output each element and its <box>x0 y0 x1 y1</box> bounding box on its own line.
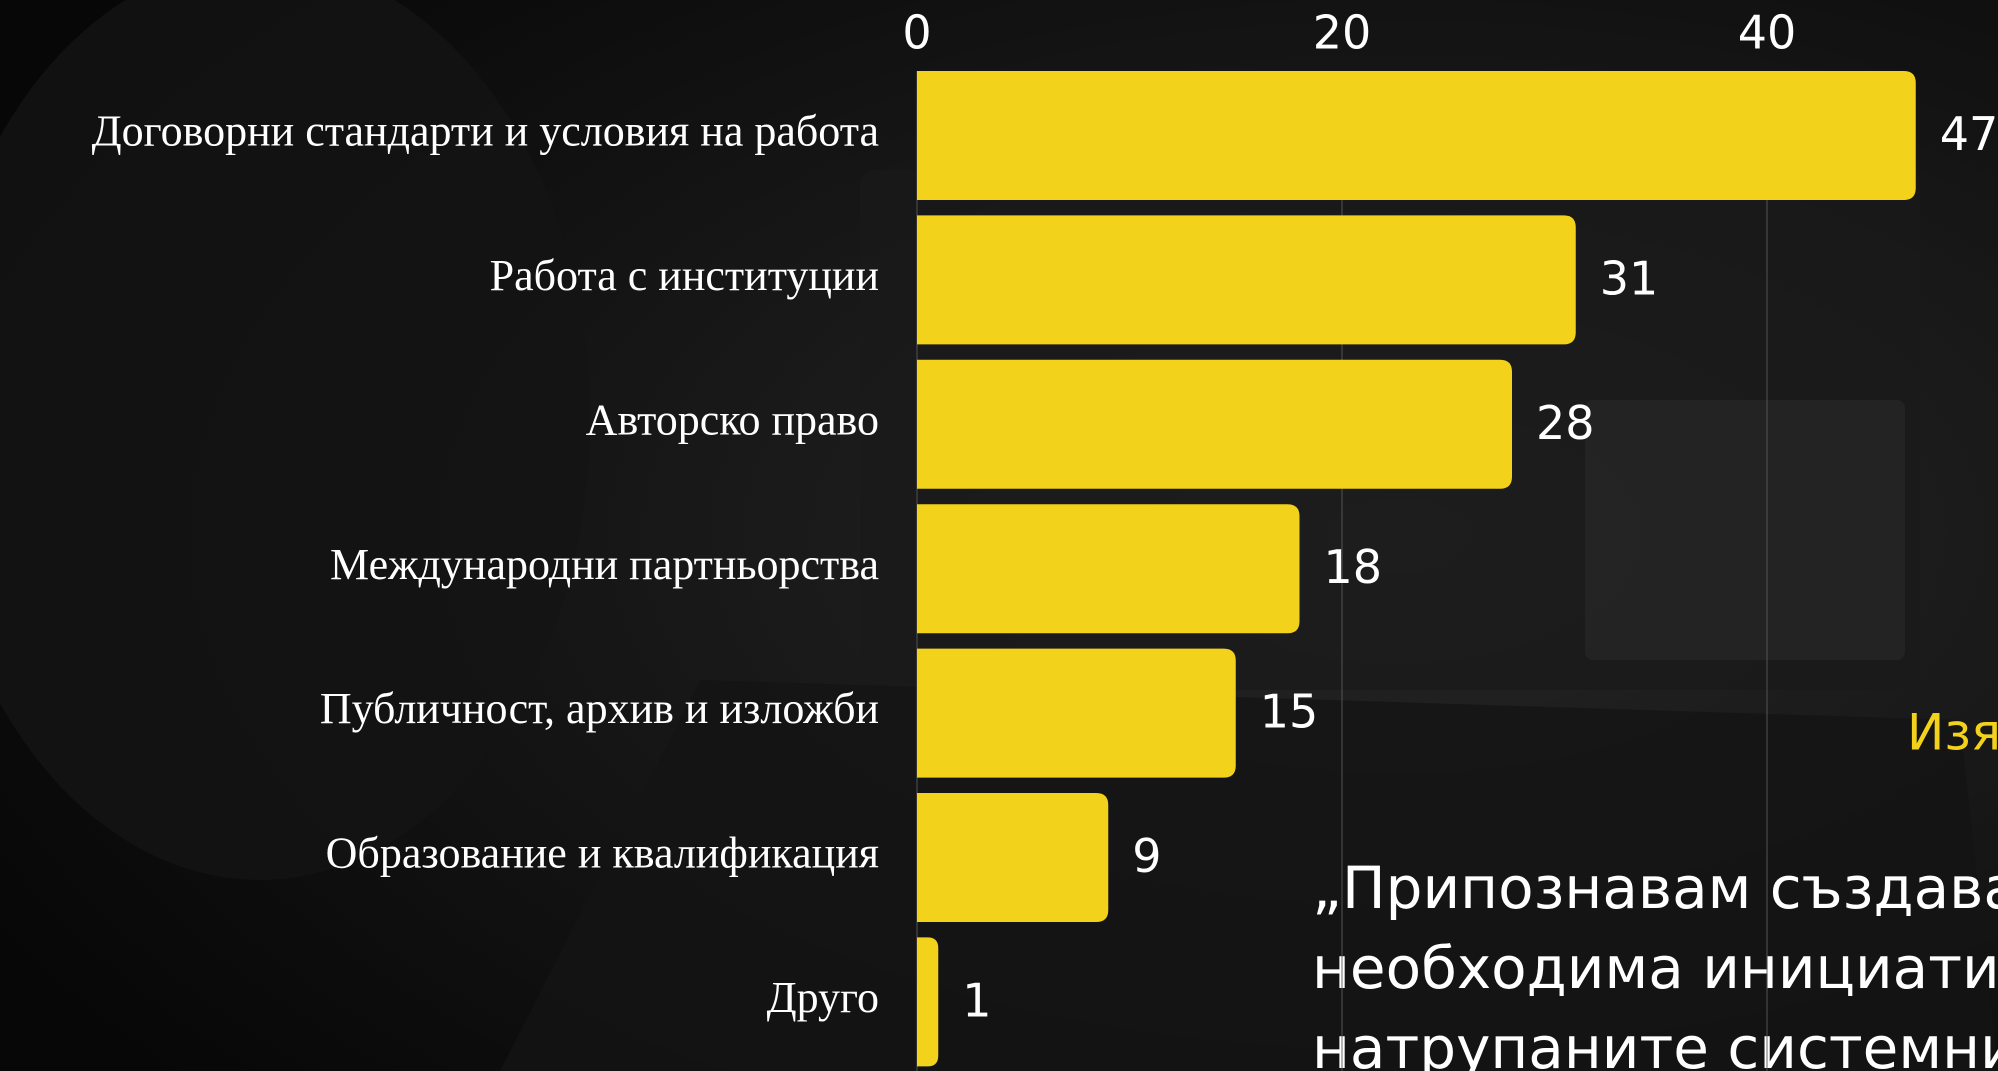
x-tick-label: 40 <box>1738 6 1797 60</box>
bar <box>917 793 1109 922</box>
bar <box>917 215 1576 345</box>
bar <box>917 504 1300 634</box>
value-label: 15 <box>1260 685 1319 739</box>
category-label: Образование и квалификация <box>326 829 879 878</box>
category-label: Публичност, архив и изложби <box>320 684 879 733</box>
bar <box>917 937 939 1067</box>
category-label: Авторско право <box>586 395 879 444</box>
category-label: Договорни стандарти и условия на работа <box>92 107 879 156</box>
x-tick-label: 20 <box>1313 6 1372 60</box>
quote-line: натрупаните системни п <box>1312 1014 1998 1071</box>
quote-line: необходима инициатив <box>1312 934 1998 1002</box>
category-label: Друго <box>767 973 879 1022</box>
bar <box>917 648 1236 778</box>
laptop-keyboard <box>500 680 1998 1071</box>
x-tick-label: 0 <box>902 6 931 60</box>
category-label: Международни партньорства <box>330 540 879 589</box>
value-label: 1 <box>962 973 991 1027</box>
value-label: 47 <box>1940 107 1998 161</box>
value-label: 31 <box>1600 251 1659 305</box>
value-label: 18 <box>1324 540 1383 594</box>
person-silhouette <box>0 0 590 880</box>
bar <box>917 359 1512 489</box>
quote-line: „Припознавам създаван <box>1312 854 1998 922</box>
value-label: 9 <box>1132 829 1161 883</box>
screen-card <box>1585 400 1905 660</box>
category-label: Работа с институции <box>490 251 879 300</box>
value-label: 28 <box>1536 396 1595 450</box>
bar <box>917 71 1916 200</box>
annotation-heading: Изя <box>1907 704 1998 762</box>
